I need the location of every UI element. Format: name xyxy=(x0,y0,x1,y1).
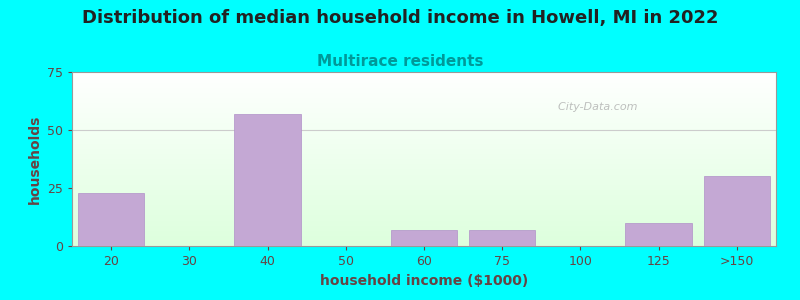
Bar xyxy=(704,176,770,246)
Bar xyxy=(626,223,692,246)
Text: Distribution of median household income in Howell, MI in 2022: Distribution of median household income … xyxy=(82,9,718,27)
Text: Multirace residents: Multirace residents xyxy=(317,54,483,69)
Bar xyxy=(78,193,144,246)
Bar xyxy=(469,230,535,246)
Bar xyxy=(234,114,301,246)
Bar xyxy=(390,230,458,246)
Y-axis label: households: households xyxy=(27,114,42,204)
Text: City-Data.com: City-Data.com xyxy=(550,102,638,112)
X-axis label: household income ($1000): household income ($1000) xyxy=(320,274,528,288)
